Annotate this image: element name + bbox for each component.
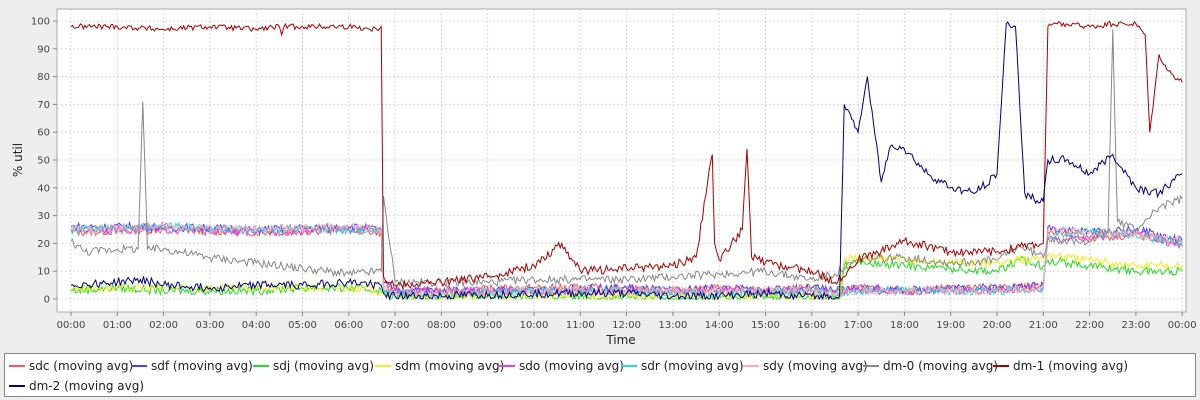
x-axis: 00:00 01:00 02:00 03:00 04:00 05:00 06:00 07:00…: [57, 312, 1197, 331]
y-axis-label: % util: [11, 143, 25, 177]
x-tick-label: 15:00: [751, 320, 780, 331]
x-tick-label: 00:00: [1168, 320, 1197, 331]
legend-swatch: [993, 364, 1009, 367]
y-tick-label: 40: [37, 183, 50, 194]
legend-swatch: [621, 364, 637, 367]
x-tick-label: 10:00: [520, 320, 549, 331]
legend-item-sdy: sdy (moving avg): [743, 359, 868, 373]
x-tick-label: 11:00: [566, 320, 595, 331]
legend-swatch: [375, 364, 391, 367]
legend-label: sdy (moving avg): [763, 359, 868, 373]
y-tick-label: 0: [44, 295, 50, 306]
legend-item-dm-1: dm-1 (moving avg): [993, 359, 1128, 373]
y-tick-label: 80: [37, 72, 50, 83]
x-tick-label: 16:00: [797, 320, 826, 331]
legend-swatch: [863, 364, 879, 367]
series-lines: [70, 20, 1183, 301]
y-tick-label: 10: [37, 267, 50, 278]
legend-label: sdf (moving avg): [151, 359, 253, 373]
legend-swatch: [9, 384, 25, 387]
legend-swatch: [253, 364, 269, 367]
legend-label: sdo (moving avg): [519, 359, 624, 373]
x-tick-label: 08:00: [427, 320, 456, 331]
legend-label: sdc (moving avg): [29, 359, 134, 373]
y-tick-label: 90: [37, 44, 50, 55]
x-tick-label: 06:00: [334, 320, 363, 331]
x-tick-label: 20:00: [983, 320, 1012, 331]
x-tick-label: 09:00: [473, 320, 502, 331]
x-tick-label: 12:00: [612, 320, 641, 331]
series-line-dm-2: [70, 21, 1183, 301]
x-tick-label: 04:00: [242, 320, 271, 331]
series-line-dm-0: [70, 29, 1183, 288]
legend-label: sdj (moving avg): [273, 359, 374, 373]
legend-item-sdj: sdj (moving avg): [253, 359, 374, 373]
x-tick-label: 19:00: [936, 320, 965, 331]
x-tick-label: 23:00: [1121, 320, 1150, 331]
y-tick-label: 20: [37, 239, 50, 250]
legend: sdc (moving avg) sdf (moving avg) sdj (mov…: [4, 353, 1196, 397]
x-tick-label: 01:00: [103, 320, 132, 331]
legend-label: dm-0 (moving avg): [883, 359, 999, 373]
x-tick-label: 18:00: [890, 320, 919, 331]
y-tick-label: 100: [31, 17, 50, 28]
series-line-sdy: [70, 221, 1183, 300]
legend-swatch: [131, 364, 147, 367]
y-tick-label: 70: [37, 100, 50, 111]
legend-label: sdr (moving avg): [641, 359, 744, 373]
legend-item-dm-0: dm-0 (moving avg): [863, 359, 998, 373]
legend-swatch: [9, 364, 25, 367]
y-tick-label: 30: [37, 211, 50, 222]
x-axis-label: Time: [605, 333, 635, 347]
y-tick-label: 50: [37, 156, 50, 167]
legend-item-dm-2: dm-2 (moving avg): [9, 379, 144, 393]
series-line-dm-1: [70, 20, 1183, 290]
legend-swatch: [743, 364, 759, 367]
legend-label: sdm (moving avg): [395, 359, 505, 373]
legend-item-sdc: sdc (moving avg): [9, 359, 133, 373]
x-tick-label: 13:00: [658, 320, 687, 331]
legend-label: dm-2 (moving avg): [29, 379, 145, 393]
x-tick-label: 17:00: [844, 320, 873, 331]
chart-area: 0 10 20 30 40 50 60 70 80 90 100 00:00 01:00 02:00 03…: [11, 8, 1197, 347]
x-tick-label: 14:00: [705, 320, 734, 331]
legend-item-sdo: sdo (moving avg): [499, 359, 624, 373]
x-tick-label: 07:00: [381, 320, 410, 331]
legend-item-sdr: sdr (moving avg): [621, 359, 744, 373]
legend-swatch: [499, 364, 515, 367]
x-tick-label: 03:00: [195, 320, 224, 331]
x-tick-label: 21:00: [1029, 320, 1058, 331]
y-tick-label: 60: [37, 128, 50, 139]
legend-item-sdf: sdf (moving avg): [131, 359, 253, 373]
legend-item-sdm: sdm (moving avg): [375, 359, 504, 373]
x-tick-label: 02:00: [149, 320, 178, 331]
x-tick-label: 00:00: [57, 320, 86, 331]
y-axis: 0 10 20 30 40 50 60 70 80 90 100: [31, 17, 57, 306]
x-tick-label: 22:00: [1075, 320, 1104, 331]
x-tick-label: 05:00: [288, 320, 317, 331]
legend-label: dm-1 (moving avg): [1013, 359, 1129, 373]
